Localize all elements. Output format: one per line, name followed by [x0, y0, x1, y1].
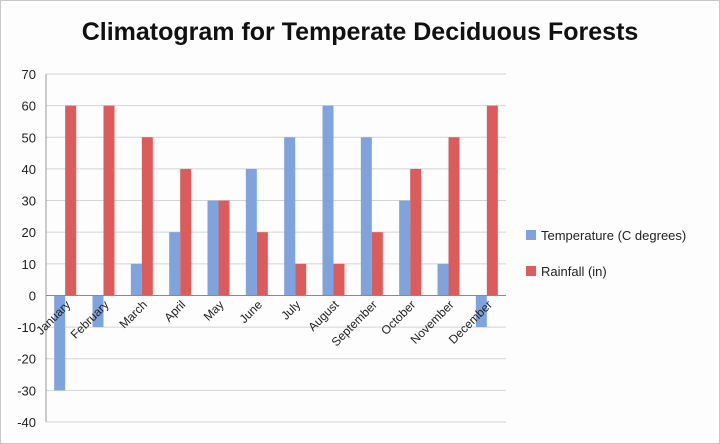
bar-rainfall [65, 105, 77, 296]
y-tick-label: -30 [17, 383, 36, 398]
x-tick-label: July [278, 298, 303, 323]
y-tick-label: 50 [22, 130, 36, 145]
bar-rainfall [256, 232, 268, 296]
bar-temperature [322, 105, 334, 296]
bar-rainfall [333, 263, 345, 296]
x-tick-label: May [201, 298, 227, 324]
bar-rainfall [295, 263, 307, 296]
bar-temperature [475, 295, 487, 328]
legend-swatch-temperature [526, 230, 536, 240]
x-tick-label: March [116, 298, 149, 331]
bar-temperature [284, 137, 296, 296]
x-tick-label: June [237, 297, 266, 326]
bar-temperature [169, 232, 181, 296]
x-tick-label: August [305, 297, 342, 334]
y-tick-label: -40 [17, 415, 36, 430]
bar-rainfall [180, 168, 192, 296]
bar-rainfall [371, 232, 383, 296]
bar-rainfall [218, 200, 230, 296]
legend-label-rainfall: Rainfall (in) [541, 263, 607, 279]
bar-temperature [437, 263, 449, 296]
chart-legend: Temperature (C degrees) Rainfall (in) [526, 225, 686, 297]
y-tick-label: 30 [22, 194, 36, 209]
bar-rainfall [141, 137, 153, 296]
bar-temperature [130, 263, 142, 296]
legend-item-temperature: Temperature (C degrees) [526, 225, 686, 245]
bar-temperature [245, 168, 257, 296]
x-tick-label: February [68, 298, 112, 342]
bar-temperature [399, 200, 411, 296]
y-tick-label: -10 [17, 320, 36, 335]
bar-rainfall [410, 168, 422, 296]
bar-rainfall [103, 105, 115, 296]
y-tick-label: 60 [22, 99, 36, 114]
legend-item-rainfall: Rainfall (in) [526, 261, 686, 281]
bar-temperature [207, 200, 219, 296]
bar-rainfall [486, 105, 498, 296]
bar-temperature [54, 295, 66, 391]
y-tick-label: 40 [22, 162, 36, 177]
y-tick-label: 10 [22, 257, 36, 272]
y-tick-label: 20 [22, 225, 36, 240]
bar-rainfall [448, 137, 460, 296]
y-tick-label: -20 [17, 352, 36, 367]
x-tick-label: April [161, 298, 188, 325]
bar-temperature [360, 137, 372, 296]
chart-title: Climatogram for Temperate Deciduous Fore… [81, 18, 639, 46]
legend-swatch-rainfall [526, 266, 536, 276]
legend-label-temperature: Temperature (C degrees) [541, 227, 687, 243]
y-tick-label: 0 [29, 288, 36, 303]
y-tick-label: 70 [22, 67, 36, 82]
bar-temperature [92, 295, 104, 328]
